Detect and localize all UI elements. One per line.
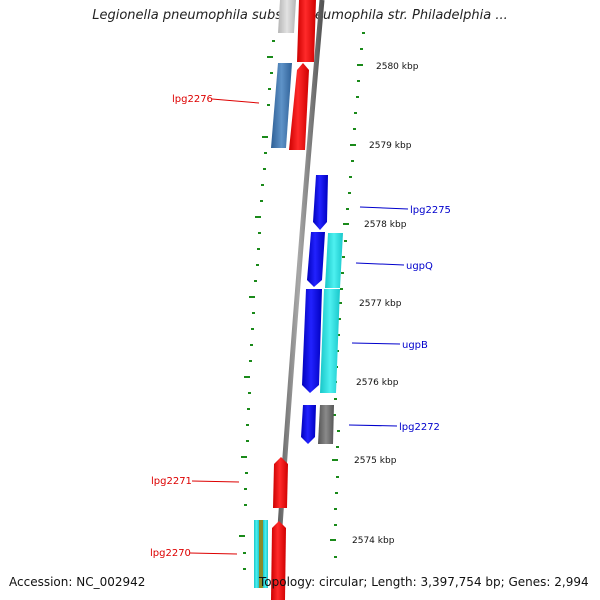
tick-label-2577: 2577 kbp [359,299,402,309]
cds-feature [325,233,343,288]
tick-label-2579: 2579 kbp [369,141,412,151]
tick-label-2576: 2576 kbp [356,378,399,388]
topology-text: Topology: circular; Length: 3,397,754 bp… [259,575,589,589]
cds-feature [301,405,316,444]
gene-label-lpg2272: lpg2272 [399,422,440,433]
cds-feature [297,0,316,62]
gene-label-lpg2270: lpg2270 [150,548,191,559]
cds-feature [254,520,259,588]
gene-label-lpg2275: lpg2275 [410,205,451,216]
cds-feature [302,289,322,393]
left-gene-labels: lpg2276 lpg2271 lpg2270 [150,94,260,559]
features-reverse[interactable] [301,175,343,444]
tick-labels: 2580 kbp 2579 kbp 2578 kbp 2577 kbp 2576… [352,62,419,546]
genome-backbone [272,0,325,600]
tick-label-2575: 2575 kbp [354,456,397,466]
cds-feature [320,289,340,393]
cds-feature [271,521,286,600]
cds-feature [271,63,292,148]
label-leader [359,206,409,210]
gene-label-lpg2271: lpg2271 [151,476,192,487]
tick-label-2578: 2578 kbp [364,220,407,230]
tick-label-2580: 2580 kbp [376,62,419,72]
gene-label-ugpB: ugpB [402,340,428,351]
label-leader [191,480,240,483]
cds-feature [307,232,325,287]
features-forward[interactable] [254,0,316,600]
right-gene-labels: lpg2275 ugpQ ugpB lpg2272 [348,205,451,433]
cds-feature [318,405,334,444]
cds-feature [259,520,263,588]
ruler-inner [239,40,275,570]
accession-text: Accession: NC_002942 [9,575,146,589]
cds-feature [278,0,296,33]
cds-feature [263,520,268,588]
tick-label-2574: 2574 kbp [352,536,395,546]
gene-label-lpg2276: lpg2276 [172,94,213,105]
gene-label-ugpQ: ugpQ [406,261,433,272]
cds-feature [289,63,309,150]
cds-feature [273,457,288,508]
cds-feature [313,175,328,230]
label-leader [351,342,401,345]
label-leader [189,552,238,555]
label-leader [355,262,405,266]
label-leader [211,98,260,104]
label-leader [348,424,398,427]
